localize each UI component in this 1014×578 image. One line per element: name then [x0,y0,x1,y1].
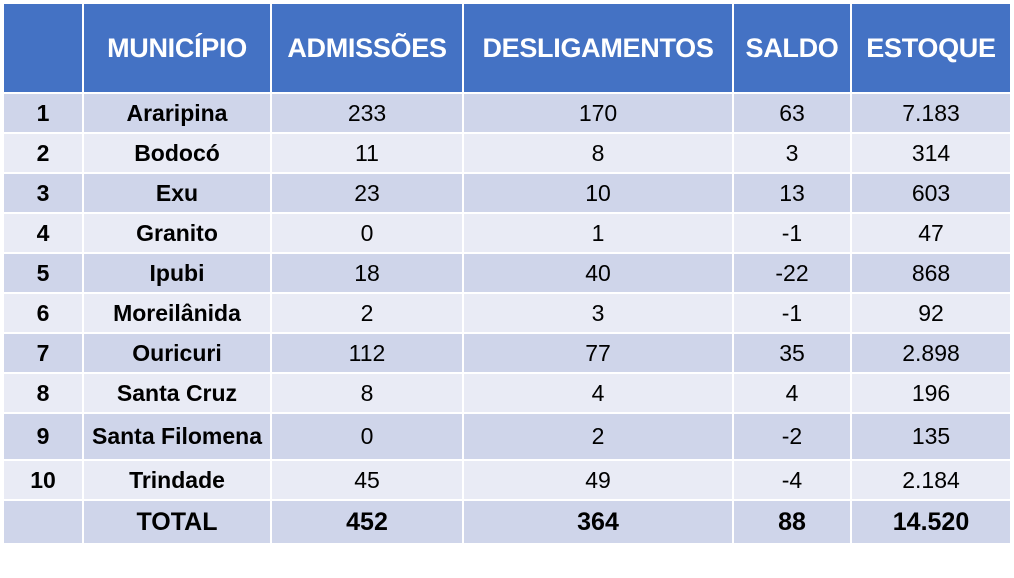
rank-cell: 5 [2,252,84,294]
table-row: 2 Bodocó 11 8 3 314 [2,132,1012,174]
estoque-cell: 2.184 [850,459,1012,501]
rank-cell: 9 [2,412,84,461]
saldo-cell: -4 [732,459,852,501]
header-rank [2,2,84,94]
desligamentos-cell: 40 [462,252,734,294]
saldo-cell: 3 [732,132,852,174]
rank-cell: 8 [2,372,84,414]
admissoes-cell: 45 [270,459,464,501]
municipio-cell: Santa Filomena [82,412,272,461]
admissoes-cell: 23 [270,172,464,214]
estoque-cell: 603 [850,172,1012,214]
rank-cell: 10 [2,459,84,501]
desligamentos-cell: 10 [462,172,734,214]
admissoes-cell: 8 [270,372,464,414]
saldo-cell: 4 [732,372,852,414]
admissoes-cell: 112 [270,332,464,374]
table-row: 1 Araripina 233 170 63 7.183 [2,92,1012,134]
total-label: TOTAL [82,499,272,545]
municipio-cell: Ipubi [82,252,272,294]
header-estoque: ESTOQUE [850,2,1012,94]
rank-cell: 1 [2,92,84,134]
total-rank-cell [2,499,84,545]
table-row: 5 Ipubi 18 40 -22 868 [2,252,1012,294]
rank-cell: 2 [2,132,84,174]
total-estoque: 14.520 [850,499,1012,545]
estoque-cell: 868 [850,252,1012,294]
admissoes-cell: 0 [270,412,464,461]
header-desligamentos: DESLIGAMENTOS [462,2,734,94]
rank-cell: 4 [2,212,84,254]
estoque-cell: 47 [850,212,1012,254]
municipio-cell: Exu [82,172,272,214]
saldo-cell: -22 [732,252,852,294]
saldo-cell: 35 [732,332,852,374]
estoque-cell: 135 [850,412,1012,461]
total-row: TOTAL 452 364 88 14.520 [2,499,1012,545]
desligamentos-cell: 4 [462,372,734,414]
municipio-cell: Granito [82,212,272,254]
saldo-cell: 13 [732,172,852,214]
desligamentos-cell: 77 [462,332,734,374]
admissoes-cell: 233 [270,92,464,134]
saldo-cell: -2 [732,412,852,461]
table-row: 9 Santa Filomena 0 2 -2 135 [2,412,1012,461]
saldo-cell: 63 [732,92,852,134]
desligamentos-cell: 3 [462,292,734,334]
municipio-cell: Santa Cruz [82,372,272,414]
desligamentos-cell: 2 [462,412,734,461]
total-saldo: 88 [732,499,852,545]
municipio-cell: Trindade [82,459,272,501]
estoque-cell: 2.898 [850,332,1012,374]
admissoes-cell: 11 [270,132,464,174]
header-municipio: MUNICÍPIO [82,2,272,94]
table-row: 8 Santa Cruz 8 4 4 196 [2,372,1012,414]
municipio-cell: Bodocó [82,132,272,174]
desligamentos-cell: 1 [462,212,734,254]
admissoes-cell: 18 [270,252,464,294]
table-row: 10 Trindade 45 49 -4 2.184 [2,459,1012,501]
desligamentos-cell: 170 [462,92,734,134]
employment-table: MUNICÍPIO ADMISSÕES DESLIGAMENTOS SALDO … [2,2,1012,545]
saldo-cell: -1 [732,292,852,334]
estoque-cell: 92 [850,292,1012,334]
header-admissoes: ADMISSÕES [270,2,464,94]
total-desligamentos: 364 [462,499,734,545]
estoque-cell: 7.183 [850,92,1012,134]
table-row: 7 Ouricuri 112 77 35 2.898 [2,332,1012,374]
table-row: 6 Moreilânida 2 3 -1 92 [2,292,1012,334]
municipio-cell: Moreilânida [82,292,272,334]
saldo-cell: -1 [732,212,852,254]
header-saldo: SALDO [732,2,852,94]
desligamentos-cell: 8 [462,132,734,174]
rank-cell: 3 [2,172,84,214]
municipio-cell: Ouricuri [82,332,272,374]
desligamentos-cell: 49 [462,459,734,501]
total-admissoes: 452 [270,499,464,545]
rank-cell: 7 [2,332,84,374]
admissoes-cell: 0 [270,212,464,254]
header-row: MUNICÍPIO ADMISSÕES DESLIGAMENTOS SALDO … [2,2,1012,94]
estoque-cell: 196 [850,372,1012,414]
table-row: 3 Exu 23 10 13 603 [2,172,1012,214]
table-row: 4 Granito 0 1 -1 47 [2,212,1012,254]
municipio-cell: Araripina [82,92,272,134]
rank-cell: 6 [2,292,84,334]
admissoes-cell: 2 [270,292,464,334]
estoque-cell: 314 [850,132,1012,174]
